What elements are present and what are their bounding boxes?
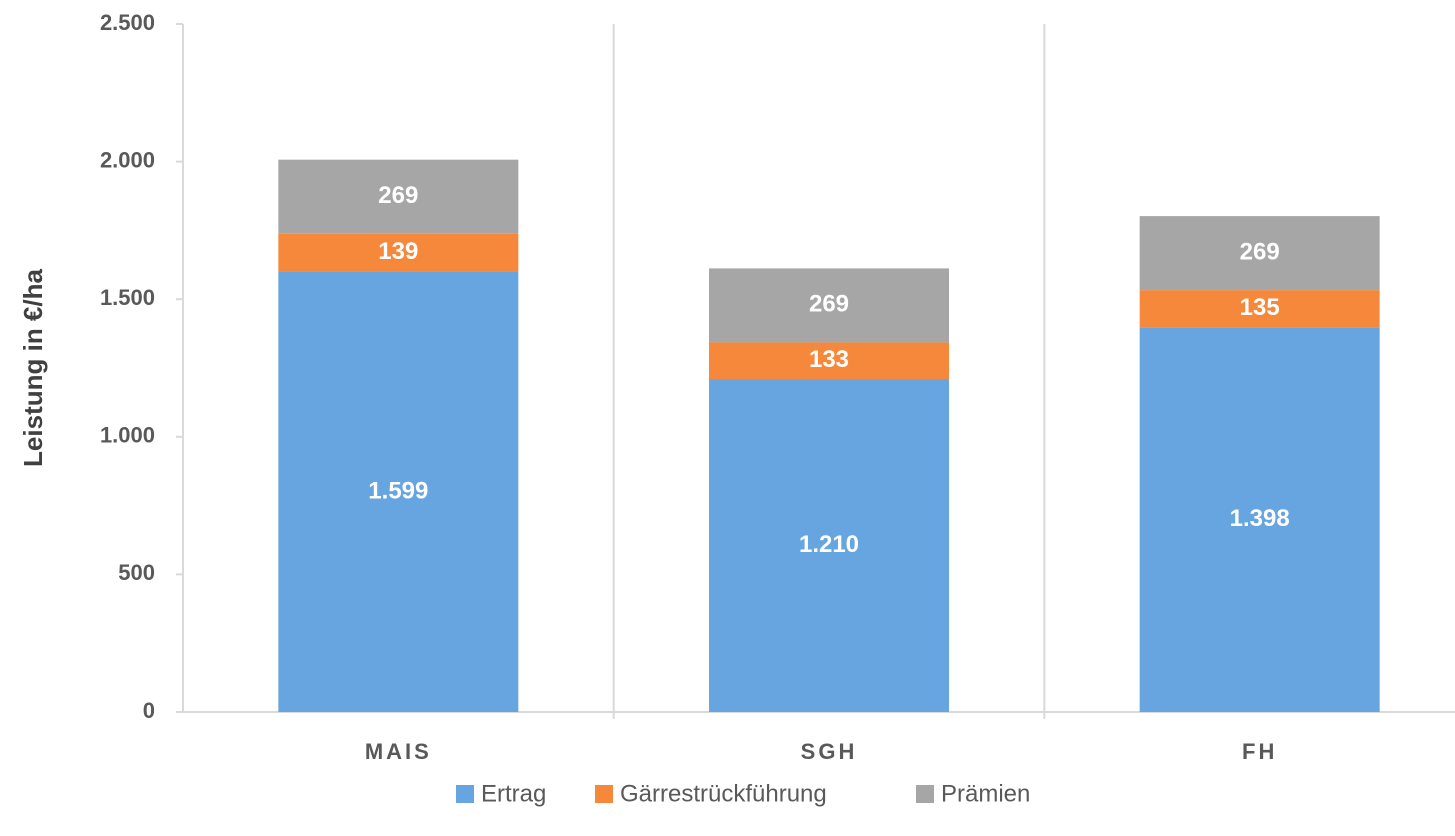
value-label: 269 — [378, 182, 418, 209]
value-label: 135 — [1240, 294, 1280, 321]
bar-segment — [709, 268, 949, 343]
bar-segment — [278, 271, 519, 712]
x-tick-label: MAIS — [365, 739, 432, 764]
value-label: 1.599 — [368, 477, 428, 504]
y-tick-label: 500 — [118, 560, 155, 585]
x-tick-label: FH — [1242, 739, 1277, 764]
bar-segment — [709, 379, 949, 712]
legend-swatch — [456, 785, 474, 803]
bar-segment — [1139, 216, 1380, 291]
y-tick-label: 1.500 — [100, 285, 155, 310]
value-label: 269 — [1240, 238, 1280, 265]
legend-label: Ertrag — [481, 780, 546, 807]
bar-segment — [709, 342, 949, 380]
y-tick-label: 0 — [143, 698, 155, 723]
y-axis-title: Leistung in €/ha — [18, 269, 48, 467]
y-tick-label: 1.000 — [100, 423, 155, 448]
value-label: 139 — [378, 238, 418, 265]
value-label: 133 — [809, 346, 849, 373]
bar-segment — [278, 233, 519, 272]
y-tick-label: 2.500 — [100, 10, 155, 35]
value-label: 269 — [809, 291, 849, 318]
y-tick-label: 2.000 — [100, 147, 155, 172]
legend-label: Gärrestrückführung — [620, 780, 827, 807]
value-label: 1.210 — [799, 531, 859, 558]
legend-swatch — [916, 785, 934, 803]
legend-swatch — [595, 785, 613, 803]
bar-segment — [1139, 290, 1380, 328]
x-tick-label: SGH — [801, 739, 858, 764]
bar-segment — [1139, 327, 1380, 712]
bar-segment — [278, 159, 519, 234]
legend-label: Prämien — [941, 780, 1030, 807]
value-label: 1.398 — [1230, 505, 1290, 532]
